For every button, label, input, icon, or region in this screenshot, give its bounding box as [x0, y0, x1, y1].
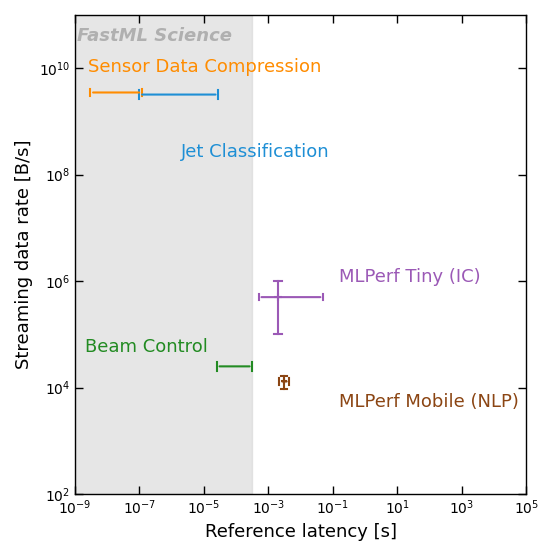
Text: MLPerf Mobile (NLP): MLPerf Mobile (NLP): [338, 393, 519, 411]
Text: FastML Science: FastML Science: [78, 27, 233, 45]
Text: Beam Control: Beam Control: [85, 337, 208, 355]
Text: MLPerf Tiny (IC): MLPerf Tiny (IC): [338, 268, 480, 286]
Y-axis label: Streaming data rate [B/s]: Streaming data rate [B/s]: [15, 140, 33, 369]
Bar: [75, 15, 252, 494]
Text: Jet Classification: Jet Classification: [181, 143, 330, 161]
Text: Sensor Data Compression: Sensor Data Compression: [88, 58, 321, 77]
X-axis label: Reference latency [s]: Reference latency [s]: [204, 523, 397, 541]
